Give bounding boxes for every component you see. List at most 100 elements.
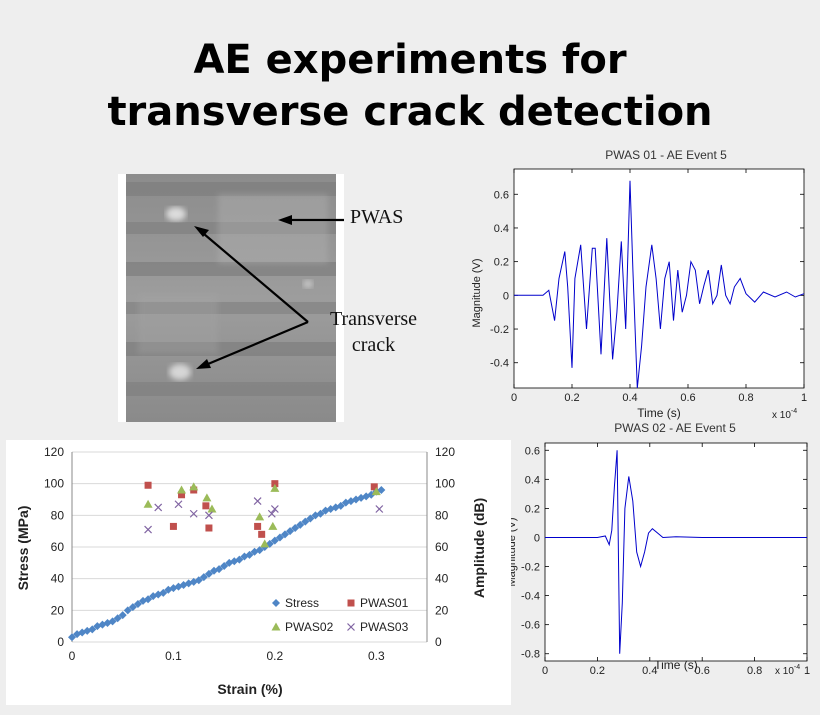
right-y-ticks: 0 20 40 60 80 100 120 [435,445,455,649]
x-marker-stroke [375,505,384,513]
waveform-line [545,450,807,654]
specimen-photo [118,174,344,422]
x-tick-label: 0.2 [564,392,579,404]
point-stress [118,611,127,620]
x-tick-label: 0 [69,649,76,663]
y-ticks: -0.8 -0.6 -0.4 -0.2 0 0.2 0.4 0.6 [521,445,807,661]
y2-axis-label: Amplitude (dB) [471,498,487,598]
point-stress [377,486,386,494]
point-stress [306,514,315,523]
point-pwas02 [207,504,217,513]
x-axis-label: Time (s) [654,658,698,672]
pwas02-waveform-chart: PWAS 02 - AE Event 5 -0.8 -0.6 -0.4 -0.2 0 0.… [506,421,810,677]
y-tick-label: 0.6 [494,189,509,201]
point-stress [235,555,244,564]
y-tick-label: 0.2 [525,503,540,515]
point-stress [357,493,366,502]
point-pwas02 [189,482,199,491]
point-pwas01 [169,522,177,530]
point-stress [88,625,97,634]
x-marker-stroke [253,497,262,506]
point-pwas02 [143,499,153,508]
x-marker-stroke [270,505,279,513]
y-tick-label: 0.6 [525,445,540,457]
point-pwas02 [260,539,270,548]
point-stress [286,527,295,536]
y2-tick-label: 60 [435,540,449,554]
y-tick-label: 60 [51,540,65,554]
point-pwas03 [189,509,198,518]
point-stress [194,576,203,585]
y-axis-label: Magnitude (V) [471,258,483,327]
point-stress [301,517,310,526]
x-axis-label: Strain (%) [217,681,282,697]
point-stress [296,520,305,529]
y-tick-label: 0 [534,532,540,544]
point-pwas02 [202,493,212,502]
point-pwas02 [177,485,187,494]
y-tick-label: 0.4 [525,474,540,486]
point-stress [336,501,345,510]
x-marker-stroke [347,623,355,631]
point-stress [220,562,229,570]
x-axis-label: Time (s) [637,406,681,420]
point-pwas02 [255,512,265,521]
point-stress [108,617,117,626]
legend-marker-pwas03 [347,623,355,631]
y-tick-label: 40 [51,572,65,586]
x-tick-label: 0.8 [738,392,753,404]
point-pwas02 [268,521,278,530]
point-stress [123,606,132,615]
y-tick-label: 20 [51,603,65,617]
point-stress [255,546,264,555]
x-tick-label: 0 [542,665,548,677]
x-marker-stroke [154,503,163,512]
y-tick-label: 0 [503,290,509,302]
x-tick-label: 0.2 [590,665,605,677]
specimen-photo-image [118,174,344,422]
x-tick-label: 0.1 [165,649,182,663]
y-tick-label: -0.4 [490,358,509,370]
legend-marker-pwas01 [347,599,355,607]
point-stress [149,592,158,601]
scatter-points [68,480,386,642]
legend-label-pwas02: PWAS02 [285,620,334,634]
y2-tick-label: 40 [435,572,449,586]
y-axis-label: Stress (MPa) [15,506,31,591]
x-marker-stroke [189,509,198,518]
x-tick-label: 0 [511,392,517,404]
point-pwas01 [271,480,279,488]
y-tick-label: 120 [44,445,64,459]
legend-label-stress: Stress [285,596,319,610]
point-stress [68,633,76,642]
point-pwas01 [370,483,378,491]
point-stress [270,536,279,545]
y-tick-label: -0.6 [521,620,540,632]
point-stress [174,582,183,591]
x-tick-label: 0.2 [267,649,284,663]
x-marker-stroke [174,500,183,509]
transverse-crack-label: Transverse crack [330,306,417,358]
x-ticks: 0 0.2 0.4 0.6 0.8 1 [511,169,807,404]
y-tick-label: -0.2 [490,324,509,336]
point-pwas01 [202,502,210,510]
x-tick-label: 0.3 [368,649,385,663]
crack-label-line-2: crack [351,334,396,356]
x-tick-label: 0.8 [747,665,762,677]
point-pwas03 [144,525,152,534]
point-pwas02 [270,483,280,492]
x-tick-label: 1 [801,392,807,404]
y2-tick-label: 80 [435,508,449,522]
annotation-arrows [194,215,344,369]
legend-label-pwas03: PWAS03 [360,620,409,634]
y-tick-label: 80 [51,508,65,522]
x-ticks: 0 0.1 0.2 0.3 [69,649,385,663]
legend-marker-stress [272,599,280,607]
point-stress [139,596,147,605]
x-multiplier: x 10-4 [775,664,800,677]
point-stress [316,509,325,518]
point-stress [73,630,82,639]
chart-title: PWAS 02 - AE Event 5 [614,421,736,435]
point-stress [98,620,107,629]
